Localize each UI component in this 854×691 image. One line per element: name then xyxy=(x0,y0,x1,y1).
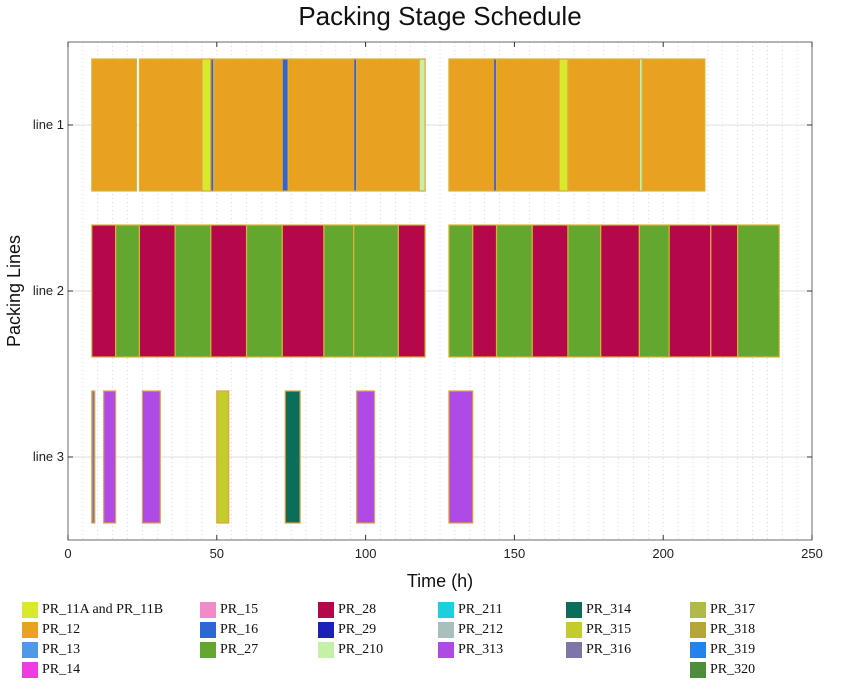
task-bar xyxy=(668,224,712,358)
task-bar xyxy=(91,58,138,192)
legend-label: PR_16 xyxy=(220,622,259,637)
y-axis-label: Packing Lines xyxy=(4,235,24,347)
legend-label: PR_315 xyxy=(586,622,632,637)
y-ticks: line 1 line 2 line 3 xyxy=(33,117,812,464)
legend-label: PR_212 xyxy=(458,622,504,637)
legend-label: PR_211 xyxy=(458,602,503,617)
task-bar xyxy=(495,58,560,192)
legend-swatch xyxy=(318,602,334,618)
task-bar xyxy=(397,224,426,358)
x-ticks: 0 50 100 150 200 250 xyxy=(64,42,823,561)
task-bar xyxy=(287,58,355,192)
task-bar xyxy=(141,390,161,524)
task-bar xyxy=(216,390,230,524)
task-bar xyxy=(638,224,670,358)
task-bar xyxy=(356,390,376,524)
legend-swatch xyxy=(690,602,706,618)
legend-label: PR_317 xyxy=(710,602,756,617)
task-bar xyxy=(558,58,569,192)
task-bar xyxy=(201,58,212,192)
legend-swatch xyxy=(200,622,216,638)
legend-label: PR_15 xyxy=(220,602,259,617)
x-axis-label: Time (h) xyxy=(407,571,473,591)
chart-title: Packing Stage Schedule xyxy=(298,1,581,31)
legend-label: PR_11A and PR_11B xyxy=(42,602,164,617)
legend-swatch xyxy=(438,622,454,638)
task-bar xyxy=(281,58,289,192)
x-tick-label: 0 xyxy=(64,546,71,561)
task-bar xyxy=(531,224,569,358)
task-bar xyxy=(356,58,420,192)
x-tick-label: 50 xyxy=(210,546,224,561)
task-bar xyxy=(448,58,495,192)
task-bar xyxy=(736,224,780,358)
x-tick-label: 200 xyxy=(652,546,674,561)
legend-swatch xyxy=(690,622,706,638)
task-bar xyxy=(567,58,640,192)
task-bar xyxy=(103,390,117,524)
legend-label: PR_13 xyxy=(42,642,81,657)
task-bar xyxy=(323,224,355,358)
task-bar xyxy=(213,58,283,192)
legend-label: PR_318 xyxy=(710,622,756,637)
legend-label: PR_29 xyxy=(338,622,377,637)
task-bar xyxy=(281,224,325,358)
legend-label: PR_316 xyxy=(586,642,632,657)
legend-swatch xyxy=(22,662,38,678)
legend-swatch xyxy=(690,662,706,678)
x-tick-label: 250 xyxy=(801,546,823,561)
legend-swatch xyxy=(690,642,706,658)
task-bar xyxy=(448,390,474,524)
task-bars xyxy=(91,58,780,524)
x-tick-label: 100 xyxy=(355,546,377,561)
task-bar xyxy=(91,390,96,524)
x-tick-label: 150 xyxy=(504,546,526,561)
task-bar xyxy=(174,224,212,358)
legend-swatch xyxy=(438,642,454,658)
legend-swatch xyxy=(566,642,582,658)
task-bar xyxy=(138,58,203,192)
legend-swatch xyxy=(22,602,38,618)
legend-label: PR_319 xyxy=(710,642,756,657)
task-bar xyxy=(418,58,426,192)
task-bar xyxy=(448,224,474,358)
legend-label: PR_320 xyxy=(710,662,756,677)
legend-swatch xyxy=(566,602,582,618)
legend-label: PR_28 xyxy=(338,602,377,617)
legend-label: PR_313 xyxy=(458,642,504,657)
legend-swatch xyxy=(318,622,334,638)
task-bar xyxy=(710,224,739,358)
legend-swatch xyxy=(438,602,454,618)
legend-swatch xyxy=(22,642,38,658)
task-bar xyxy=(472,224,498,358)
legend-swatch xyxy=(318,642,334,658)
task-bar xyxy=(245,224,283,358)
legend-swatch xyxy=(566,622,582,638)
task-bar xyxy=(91,224,117,358)
task-bar xyxy=(353,224,399,358)
legend-swatch xyxy=(200,602,216,618)
task-bar xyxy=(115,224,141,358)
task-bar xyxy=(284,390,301,524)
task-bar xyxy=(567,224,602,358)
y-tick-label: line 1 xyxy=(33,117,64,132)
gantt-chart: Packing Stage Schedule 0 50 100 150 200 250 l… xyxy=(4,1,823,591)
y-tick-label: line 3 xyxy=(33,449,64,464)
legend-label: PR_12 xyxy=(42,622,81,637)
task-bar xyxy=(138,224,176,358)
legend-label: PR_210 xyxy=(338,642,384,657)
legend-swatch xyxy=(22,622,38,638)
task-bar xyxy=(641,58,706,192)
legend-swatch xyxy=(200,642,216,658)
legend-label: PR_14 xyxy=(42,662,81,677)
task-bar xyxy=(495,224,533,358)
task-bar xyxy=(600,224,640,358)
legend-label: PR_27 xyxy=(220,642,259,657)
legend: PR_11A and PR_11B PR_12 PR_13 PR_14 PR_15 PR_… xyxy=(0,600,854,691)
task-bar xyxy=(210,224,248,358)
y-tick-label: line 2 xyxy=(33,283,64,298)
legend-label: PR_314 xyxy=(586,602,632,617)
